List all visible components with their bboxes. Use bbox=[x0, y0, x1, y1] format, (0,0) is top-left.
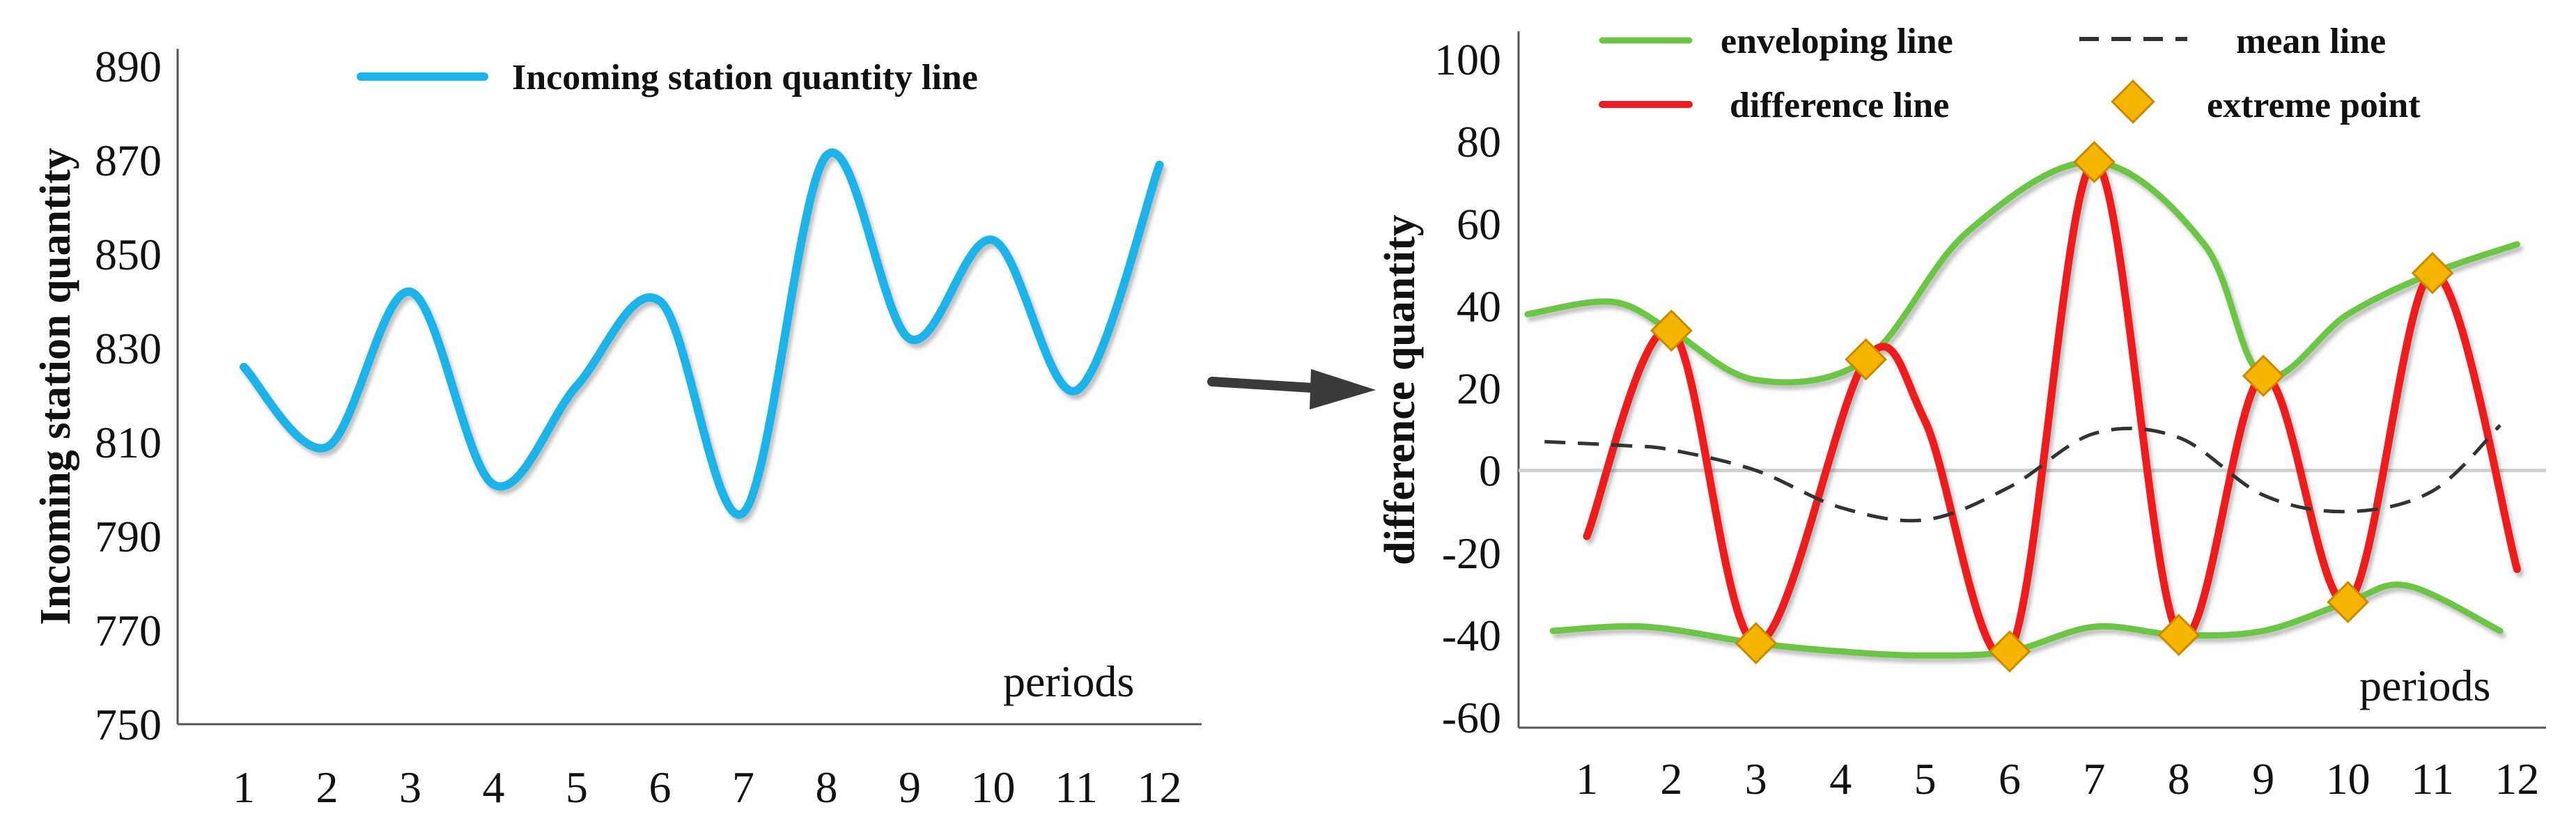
right-x-tick-label: 8 bbox=[2168, 754, 2190, 804]
right-x-tick-labels: 1 2 3 4 5 6 7 8 9 10 11 12 bbox=[1576, 754, 2539, 804]
right-y-tick-label: -20 bbox=[1442, 529, 1501, 578]
right-x-tick-label: 9 bbox=[2252, 754, 2274, 804]
right-x-tick-label: 4 bbox=[1829, 754, 1852, 804]
left-x-tick-label: 3 bbox=[399, 762, 421, 812]
right-y-tick-label: -40 bbox=[1442, 611, 1501, 660]
left-x-tick-label: 7 bbox=[732, 762, 754, 812]
extreme-point-marker bbox=[2157, 613, 2201, 657]
right-lines-group bbox=[1524, 158, 2521, 661]
left-y-tick-label: 810 bbox=[95, 418, 162, 467]
extreme-point-marker bbox=[2072, 141, 2116, 184]
extreme-point-marker bbox=[2411, 251, 2454, 295]
right-y-tick-label: 80 bbox=[1457, 117, 1501, 166]
extreme-point-marker bbox=[1735, 622, 1778, 665]
left-y-tick-label: 850 bbox=[95, 230, 162, 279]
right-y-tick-label: 40 bbox=[1457, 281, 1501, 331]
right-x-tick-label: 1 bbox=[1576, 754, 1598, 804]
extreme-point-marker bbox=[2327, 581, 2370, 624]
left-x-tick-label: 4 bbox=[483, 762, 505, 812]
incoming-station-line bbox=[240, 148, 1164, 519]
left-x-axis-title: periods bbox=[1003, 657, 1134, 706]
right-x-axis-title: periods bbox=[2359, 661, 2490, 710]
left-y-tick-label: 750 bbox=[95, 700, 162, 749]
right-y-tick-label: -60 bbox=[1442, 693, 1501, 742]
arrow-shaft bbox=[1207, 377, 1328, 393]
right-y-tick-labels: -60 -40 -20 0 20 40 60 80 100 bbox=[1434, 35, 1501, 742]
right-x-tick-label: 10 bbox=[2326, 754, 2371, 804]
left-x-tick-label: 8 bbox=[816, 762, 838, 812]
right-y-tick-label: 0 bbox=[1479, 446, 1501, 496]
left-x-tick-label: 10 bbox=[971, 762, 1016, 812]
right-y-axis-title: difference quantity bbox=[1376, 214, 1424, 565]
legend-swatch-extreme-icon bbox=[2111, 79, 2155, 124]
mean-line bbox=[1544, 423, 2501, 523]
left-x-tick-label: 9 bbox=[899, 762, 921, 812]
left-y-axis-title: Incoming station quantity bbox=[32, 148, 79, 625]
right-y-tick-label: 100 bbox=[1434, 35, 1501, 84]
right-x-tick-label: 2 bbox=[1660, 754, 1682, 804]
right-x-tick-label: 11 bbox=[2411, 754, 2454, 804]
left-x-tick-label: 6 bbox=[649, 762, 672, 812]
enveloping-line-upper bbox=[1524, 159, 2520, 386]
extreme-point-marker bbox=[1845, 338, 1888, 381]
difference-line bbox=[1583, 158, 2521, 661]
left-x-tick-label: 1 bbox=[233, 762, 255, 812]
left-y-tick-label: 890 bbox=[95, 42, 162, 91]
left-x-tick-label: 5 bbox=[566, 762, 588, 812]
legend-label-enveloping: enveloping line bbox=[1721, 22, 1953, 61]
right-x-tick-label: 6 bbox=[1999, 754, 2021, 804]
left-series-layer bbox=[240, 148, 1164, 519]
right-y-tick-label: 20 bbox=[1457, 364, 1501, 414]
right-x-tick-label: 3 bbox=[1745, 754, 1767, 804]
legend-label-extreme: extreme point bbox=[2207, 86, 2421, 125]
right-y-tick-label: 60 bbox=[1457, 199, 1501, 249]
left-y-tick-labels: 750 770 790 810 830 850 870 890 bbox=[95, 42, 162, 749]
arrow-head-icon bbox=[1310, 369, 1376, 409]
transform-arrow bbox=[1207, 369, 1376, 409]
left-x-tick-labels: 1 2 3 4 5 6 7 8 9 10 11 12 bbox=[233, 762, 1182, 812]
left-y-tick-label: 870 bbox=[95, 136, 162, 185]
right-x-tick-label: 12 bbox=[2494, 754, 2539, 804]
right-x-tick-label: 7 bbox=[2083, 754, 2105, 804]
left-y-tick-label: 790 bbox=[95, 512, 162, 561]
left-y-tick-label: 770 bbox=[95, 606, 162, 655]
legend-label-incoming: Incoming station quantity line bbox=[512, 58, 978, 97]
extreme-point-marker bbox=[2242, 354, 2285, 398]
extreme-point-marker bbox=[1650, 309, 1693, 352]
legend-label-mean: mean line bbox=[2236, 22, 2386, 61]
right-series-layer bbox=[1524, 141, 2521, 673]
left-y-tick-label: 830 bbox=[95, 324, 162, 373]
left-x-tick-label: 11 bbox=[1055, 762, 1098, 812]
legend-label-difference: difference line bbox=[1730, 86, 1949, 125]
right-x-tick-label: 5 bbox=[1914, 754, 1937, 804]
left-x-tick-label: 2 bbox=[316, 762, 339, 812]
left-x-tick-label: 12 bbox=[1138, 762, 1182, 812]
extreme-point-marker bbox=[1988, 630, 2031, 673]
